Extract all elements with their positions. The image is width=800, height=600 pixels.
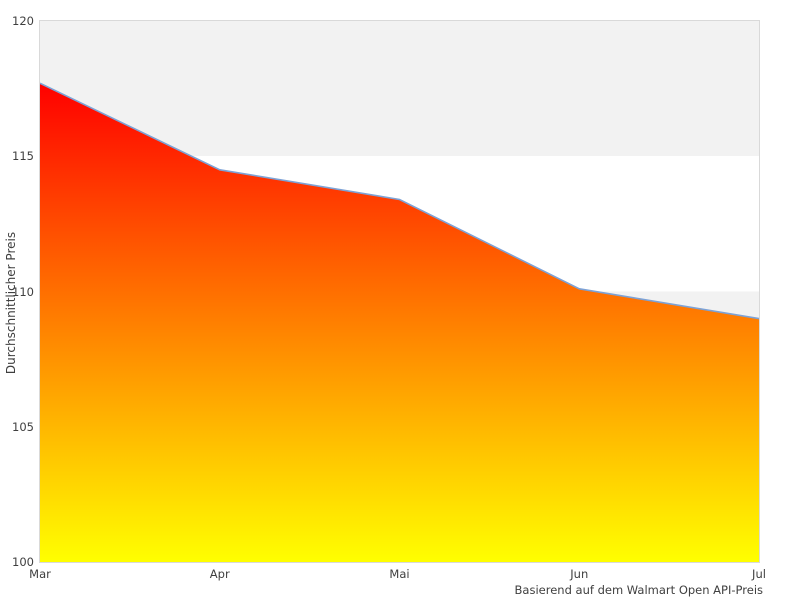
x-tick-label: Apr: [209, 567, 230, 581]
y-tick-label: 105: [12, 419, 34, 434]
y-tick-label: 100: [12, 555, 34, 569]
y-tick-label: 120: [12, 14, 34, 28]
x-tick-label: Jun: [570, 567, 589, 581]
x-tick-label: Jul: [752, 567, 766, 581]
chart-caption: Basierend auf dem Walmart Open API-Preis: [514, 583, 763, 597]
y-tick-label: 110: [12, 284, 34, 299]
y-axis-title: Durchschnittlicher Preis: [4, 231, 18, 375]
area-fill: [40, 83, 759, 562]
series-line: [40, 82, 759, 320]
x-tick-label: Mar: [29, 567, 51, 581]
x-tick-label: Mai: [389, 567, 410, 581]
plot-area: [39, 20, 760, 563]
y-tick-label: 115: [12, 149, 34, 164]
area-series-svg: [40, 82, 759, 562]
